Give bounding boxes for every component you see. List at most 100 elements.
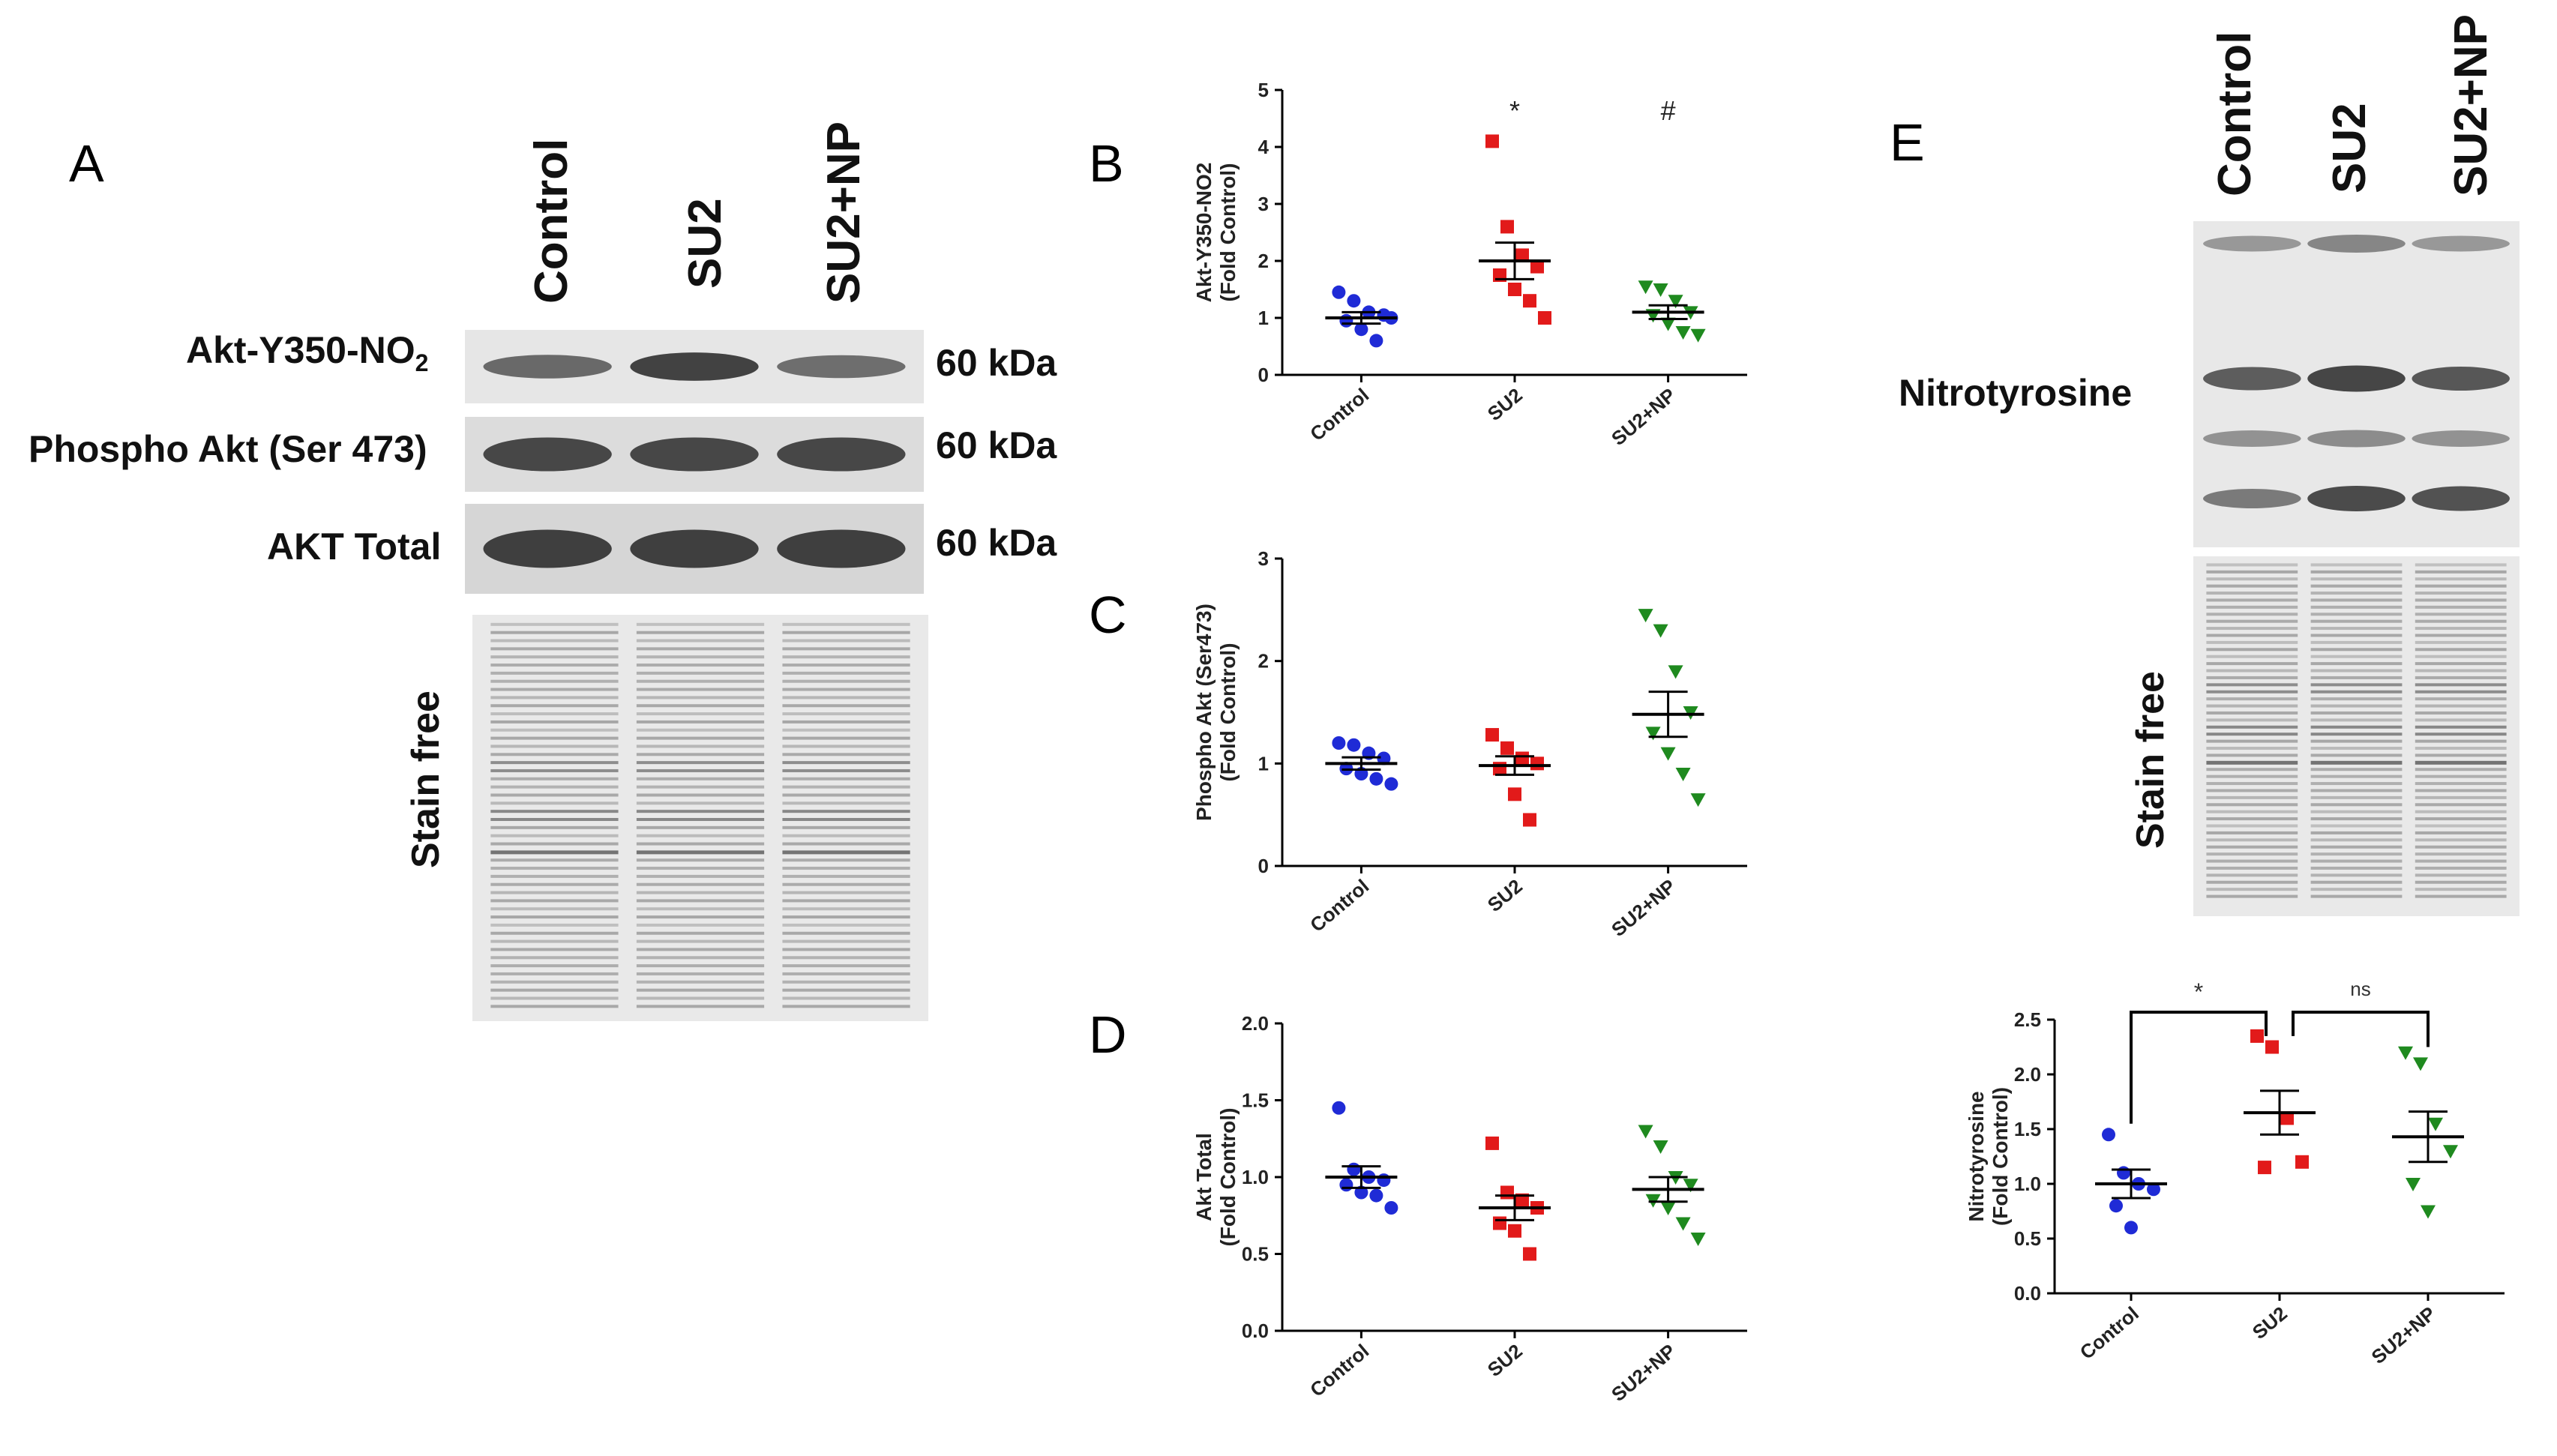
- stain-band: [636, 915, 765, 919]
- y-tick-label: 4: [1258, 136, 1270, 158]
- stain-band: [636, 744, 765, 748]
- stain-band: [2415, 690, 2507, 694]
- significance-bracket: [2292, 1011, 2430, 1047]
- data-point-square: [1485, 134, 1499, 148]
- stain-band: [782, 679, 910, 683]
- stain-band: [636, 777, 765, 780]
- stain-band: [2415, 577, 2507, 581]
- data-point-circle: [1384, 1201, 1398, 1215]
- stain-band: [782, 622, 910, 626]
- kda-label-2: 60 kDa: [936, 424, 1057, 466]
- y-tick-label: 1: [1258, 307, 1269, 329]
- data-point-circle: [1339, 313, 1353, 328]
- stain-band: [636, 834, 765, 837]
- stain-band: [2206, 676, 2298, 679]
- data-point-triangle: [1690, 1233, 1706, 1246]
- data-point-circle: [1332, 736, 1346, 750]
- data-point-triangle: [1668, 295, 1683, 309]
- stain-band: [2206, 725, 2298, 729]
- stain-band: [2415, 803, 2507, 807]
- stain-band: [2310, 634, 2403, 637]
- stain-band: [490, 834, 619, 837]
- x-tick-label: Control: [1305, 384, 1373, 445]
- data-point-circle: [1384, 777, 1398, 791]
- stain-band: [2415, 774, 2507, 778]
- stain-band: [2415, 592, 2507, 595]
- stain-band: [2206, 838, 2298, 842]
- data-point-circle: [1347, 1162, 1361, 1176]
- y-axis-label: Phospho Akt (Ser473): [1192, 604, 1216, 821]
- stain-band: [2415, 831, 2507, 834]
- stain-band: [636, 736, 765, 740]
- y-tick-label: 1.0: [2014, 1173, 2041, 1195]
- stain-band: [490, 882, 619, 886]
- data-point-triangle: [1653, 624, 1668, 638]
- stain-band: [490, 679, 619, 683]
- stain-band: [2310, 747, 2403, 750]
- stain-band: [2206, 690, 2298, 694]
- data-point-triangle: [2443, 1145, 2458, 1159]
- stain-free-gel-e: [2193, 556, 2520, 916]
- nitrotyrosine-band: [2307, 365, 2406, 392]
- stain-band: [490, 655, 619, 659]
- stain-band: [636, 801, 765, 805]
- stain-band: [2310, 810, 2403, 813]
- stain-band: [782, 712, 910, 716]
- stain-band: [782, 744, 910, 748]
- y-tick-label: 0: [1258, 855, 1269, 877]
- stain-band: [782, 793, 910, 797]
- lane-label-control: Control: [526, 138, 577, 304]
- data-point-triangle: [1675, 1217, 1691, 1231]
- data-point-triangle: [1675, 326, 1691, 340]
- data-point-square: [2295, 1155, 2309, 1169]
- stain-band: [2310, 584, 2403, 588]
- panel-b-letter: B: [1089, 134, 1124, 193]
- stain-band: [636, 655, 765, 659]
- data-point-square: [1538, 311, 1551, 325]
- stain-band: [2206, 563, 2298, 567]
- stain-band: [490, 753, 619, 756]
- chart-d: 0.0 0.5 1.0 1.5 2.0 Akt Total (Fold Control) Co…: [1192, 1012, 1747, 1406]
- stain-band: [636, 688, 765, 691]
- y-tick-label: 1.0: [1242, 1166, 1269, 1188]
- stain-band: [782, 842, 910, 846]
- stain-band: [2310, 732, 2403, 736]
- stain-band: [636, 923, 765, 927]
- stain-band: [2415, 704, 2507, 708]
- data-point-square: [1493, 762, 1506, 776]
- stain-band: [2206, 577, 2298, 581]
- data-point-triangle: [2421, 1205, 2436, 1219]
- blot-label-akt-no2-sub: 2: [415, 349, 429, 376]
- stain-band: [490, 728, 619, 732]
- stain-band: [636, 988, 765, 992]
- data-point-square: [2250, 1029, 2264, 1043]
- y-axis-label: Akt Total: [1192, 1133, 1216, 1221]
- stain-band: [782, 899, 910, 903]
- stain-band: [782, 882, 910, 886]
- stain-band: [2206, 760, 2298, 765]
- stain-band: [490, 696, 619, 700]
- x-tick-label: SU2: [1483, 1340, 1527, 1381]
- stain-band: [782, 825, 910, 829]
- data-point-circle: [1354, 1185, 1368, 1200]
- nitrotyrosine-band: [2412, 367, 2510, 391]
- stain-band: [490, 964, 619, 968]
- blot-band: [483, 355, 612, 379]
- stain-band: [2415, 824, 2507, 828]
- stain-band: [2415, 810, 2507, 813]
- x-tick-label: Control: [2076, 1302, 2143, 1364]
- x-tick-label: Control: [1305, 875, 1373, 936]
- stain-band: [490, 720, 619, 724]
- data-point-square: [2258, 1161, 2271, 1175]
- data-point-triangle: [2406, 1178, 2421, 1191]
- stain-band: [782, 801, 910, 805]
- data-point-circle: [1332, 285, 1346, 299]
- data-point-triangle: [1668, 665, 1683, 679]
- data-point-circle: [1354, 322, 1368, 337]
- stain-band: [490, 939, 619, 943]
- stain-band: [2310, 866, 2403, 870]
- stain-band: [2310, 768, 2403, 771]
- stain-band: [2206, 592, 2298, 595]
- stain-free-label-a: Stain free: [404, 691, 448, 868]
- stain-band: [2206, 810, 2298, 813]
